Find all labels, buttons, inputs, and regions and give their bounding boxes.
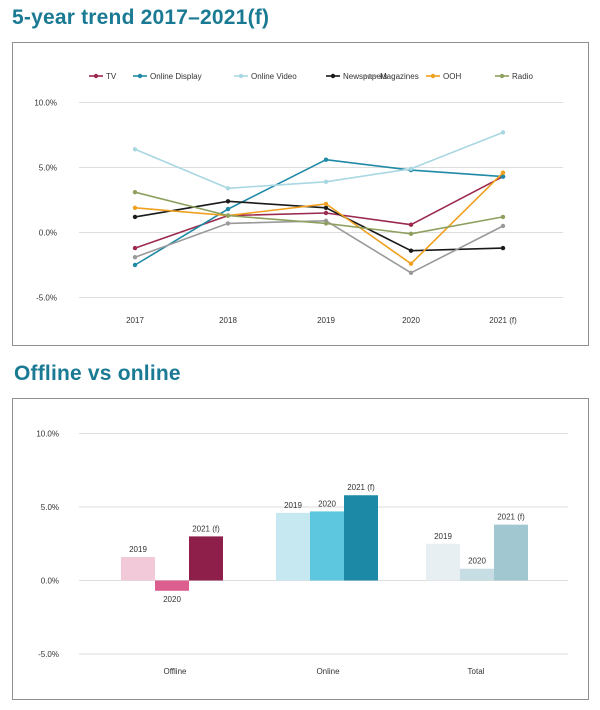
data-point [225,213,231,218]
legend-marker [367,73,373,79]
x-tick-label: 2018 [219,316,237,325]
legend-label: TV [106,72,117,81]
data-point [225,206,231,212]
bars: 2019 2020 2021 (f) 2019 2020 2021 (f) 2019 2020… [121,483,528,604]
legend-label: Online Display [150,72,202,81]
data-point [132,262,138,268]
series-ooh [132,170,506,266]
bar-offline-2021-f [189,536,223,581]
y-tick-label: 5.0% [39,164,57,173]
y-tick-label: 0.0% [41,577,59,586]
legend-label: Magazines [380,72,419,81]
bar-online-2020 [310,511,344,581]
legend-label: OOH [443,72,461,81]
bar-chart-panel: 10.0% 5.0% 0.0% -5.0% Offline Online Total 2019… [12,398,589,700]
bar-label: 2020 [468,557,486,566]
bar-online-2019 [276,512,310,581]
data-point [132,205,138,210]
x-tick-label: Online [316,667,340,676]
x-tick-label: 2017 [126,316,144,325]
bar-total-2021-f [494,524,528,581]
data-point [500,223,506,229]
chart-title-offline-online: Offline vs online [14,362,181,385]
x-tick-label: 2020 [402,316,420,325]
chart-title-trend: 5-year trend 2017–2021(f) [12,6,270,29]
data-point [323,210,329,216]
data-point [225,199,231,204]
y-tick-label: 10.0% [34,99,57,108]
bar-chart: 10.0% 5.0% 0.0% -5.0% Offline Online Total 2019… [36,430,568,676]
legend-item-tv: TV [89,72,117,81]
legend-label: Radio [512,72,533,81]
data-point [500,130,506,135]
data-point [500,174,506,179]
legend-item-ooh: OOH [426,72,461,81]
legend-marker [330,73,336,79]
legend-marker [137,73,143,79]
data-point [225,186,231,191]
bar-total-2019 [426,543,460,581]
legend-item-online-video: Online Video [234,72,297,81]
data-point [323,201,329,207]
legend-item-radio: Radio [495,72,533,81]
legend-marker [430,73,436,79]
data-point [500,214,506,220]
series-newspapers [132,199,506,253]
bar-label: 2020 [318,499,336,508]
legend-label: Online Video [251,72,297,81]
bar-label: 2019 [284,501,302,510]
bar-label: 2021 (f) [497,513,525,522]
data-point [500,245,506,251]
data-point [323,157,329,162]
data-point [323,205,329,210]
series-online-video [132,130,506,191]
y-tick-label: 10.0% [36,430,59,439]
data-point [408,222,414,227]
data-point [132,147,138,152]
legend-item-online-display: Online Display [133,72,202,81]
data-point [323,179,329,184]
y-tick-label: -5.0% [38,650,59,659]
data-point [132,190,138,195]
legend-item-newspapers: Newspapers [326,72,387,81]
legend-marker [238,73,244,79]
series-line [134,131,504,190]
bar-label: 2020 [163,595,181,604]
legend-marker [499,73,505,79]
bar-total-2020 [460,568,494,581]
y-tick-label: 5.0% [41,503,59,512]
bar-label: 2019 [434,532,452,541]
x-tick-label: 2019 [317,316,335,325]
legend-item-magazines: Magazines [363,72,419,81]
data-point [408,270,414,275]
data-point [500,170,506,175]
y-tick-label: -5.0% [36,294,57,303]
bar-offline-2019 [121,556,155,581]
data-point [132,214,138,220]
data-point [408,231,414,236]
data-point [132,245,138,251]
bar-label: 2021 (f) [347,483,375,492]
line-chart: 10.0% 5.0% 0.0% -5.0% 2017 2018 2019 2020 2021 (… [34,72,563,325]
x-tick-label: 2021 (f) [489,316,517,325]
x-tick-label: Total [468,667,485,676]
x-tick-label: Offline [164,667,188,676]
series-radio [132,190,506,236]
bar-online-2021-f [344,495,378,581]
line-chart-panel: 10.0% 5.0% 0.0% -5.0% 2017 2018 2019 2020 2021 (… [12,42,589,346]
legend-marker [93,73,99,79]
data-point [408,261,414,266]
data-point [323,221,329,226]
data-point [408,166,414,171]
data-point [408,248,414,253]
data-point [132,255,138,260]
bar-label: 2019 [129,545,147,554]
bar-label: 2021 (f) [192,524,220,533]
bar-offline-2020 [155,580,189,591]
y-tick-label: 0.0% [39,229,57,238]
series-line [134,200,504,252]
data-point [225,221,231,226]
